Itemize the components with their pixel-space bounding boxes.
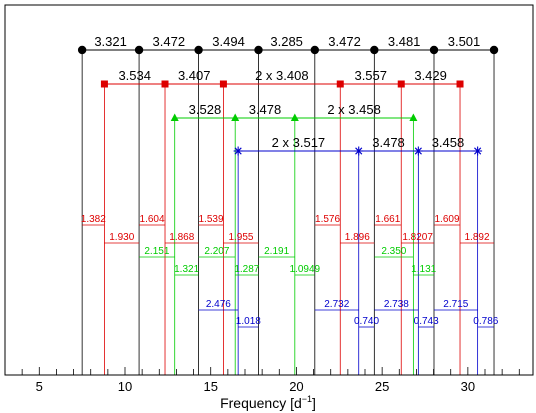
spacing-label: 3.321 [94,34,127,49]
x-tick-label: 30 [461,379,475,394]
spacing-label: 3.534 [118,68,151,83]
frequency-marker [397,80,405,88]
star-stroke [234,147,242,155]
x-tick-label: 15 [203,379,217,394]
star-stroke [414,147,422,155]
star-stroke [474,147,482,155]
distance-label: 1.539 [198,214,223,225]
distance-label: 1.287 [234,264,259,275]
frequency-marker [100,80,108,88]
distance-label: 1.131 [411,264,436,275]
distance-label: 2.350 [381,246,406,257]
frequency-marker [254,45,263,55]
x-tick-label: 20 [289,379,303,394]
frequency-marker [310,45,320,55]
vertical-lines-layer [81,50,495,375]
frequency-marker [231,113,240,121]
distance-label: 2.476 [206,299,231,310]
frequency-marker [354,146,364,156]
distance-label: 2.151 [144,246,169,257]
spacing-label: 3.472 [153,34,186,49]
distance-label: 1.896 [345,232,370,243]
star-stroke [355,147,363,155]
distance-label: 1.576 [315,214,340,225]
spacing-label: 2 x 3.458 [327,102,381,117]
frequency-marker [77,45,87,55]
distance-label: 2.191 [264,246,289,257]
spacing-label: 3.501 [448,34,481,49]
distance-label: 2.715 [443,299,468,310]
distance-label: 1.609 [434,214,459,225]
distance-label: 2.738 [384,299,409,310]
distance-label: 1.8207 [402,232,433,243]
distance-label: 1.604 [140,214,165,225]
spacing-label: 3.407 [178,68,211,83]
plot-frame [4,4,534,376]
spacing-label: 3.429 [414,68,447,83]
distance-label: 2.207 [204,246,229,257]
frequency-marker [170,113,179,121]
spacing-label: 3.478 [249,102,282,117]
distance-label: 2.732 [324,299,349,310]
spacing-label: 3.285 [270,34,303,49]
spacing-bars-layer: 3.321 3.472 3.494 3.285 3.472 3.481 3.501 3.534… [77,34,499,156]
spacing-label: 3.472 [328,34,361,49]
distance-label: 1.382 [81,214,106,225]
frequency-marker [370,45,379,55]
distance-label: 1.868 [169,232,194,243]
frequency-marker [134,45,144,55]
frequency-marker [290,113,299,121]
spacing-label: 3.557 [354,68,387,83]
frequency-marker [161,80,169,88]
distance-label: 1.018 [236,316,261,327]
frequency-marker [336,80,344,88]
x-tick-label: 5 [36,379,43,394]
frequency-marker [473,146,483,156]
spacing-label: 3.494 [212,34,245,49]
spacing-label: 3.478 [372,135,405,150]
spacing-label: 3.481 [388,34,421,49]
distance-label: 1.892 [465,232,490,243]
distance-label: 1.0949 [290,264,321,275]
frequency-marker [233,146,243,156]
x-axis: 5 10 15 20 25 30 [21,367,520,394]
distance-label: 0.743 [414,316,439,327]
frequency-marker [456,80,464,88]
frequency-marker [194,45,203,55]
x-tick-label: 10 [118,379,132,394]
frequency-marker [489,45,499,55]
frequency-marker [429,45,439,55]
distance-label: 0.786 [473,316,498,327]
frequency-marker [413,146,423,156]
spacing-label: 2 x 3.408 [255,68,309,83]
distance-label: 1.930 [109,232,134,243]
spacing-label: 2 x 3.517 [272,135,326,150]
x-axis-label: Frequency [d−1] [220,394,316,411]
distance-label: 1.955 [228,232,253,243]
frequency-marker [219,80,227,88]
x-tick-label: 25 [375,379,389,394]
distance-label: 1.321 [174,264,199,275]
distance-label: 0.740 [354,316,379,327]
frequency-marker [409,113,418,121]
spacing-label: 3.528 [189,102,222,117]
spacing-label: 3.458 [432,135,465,150]
distance-label: 1.661 [375,214,400,225]
